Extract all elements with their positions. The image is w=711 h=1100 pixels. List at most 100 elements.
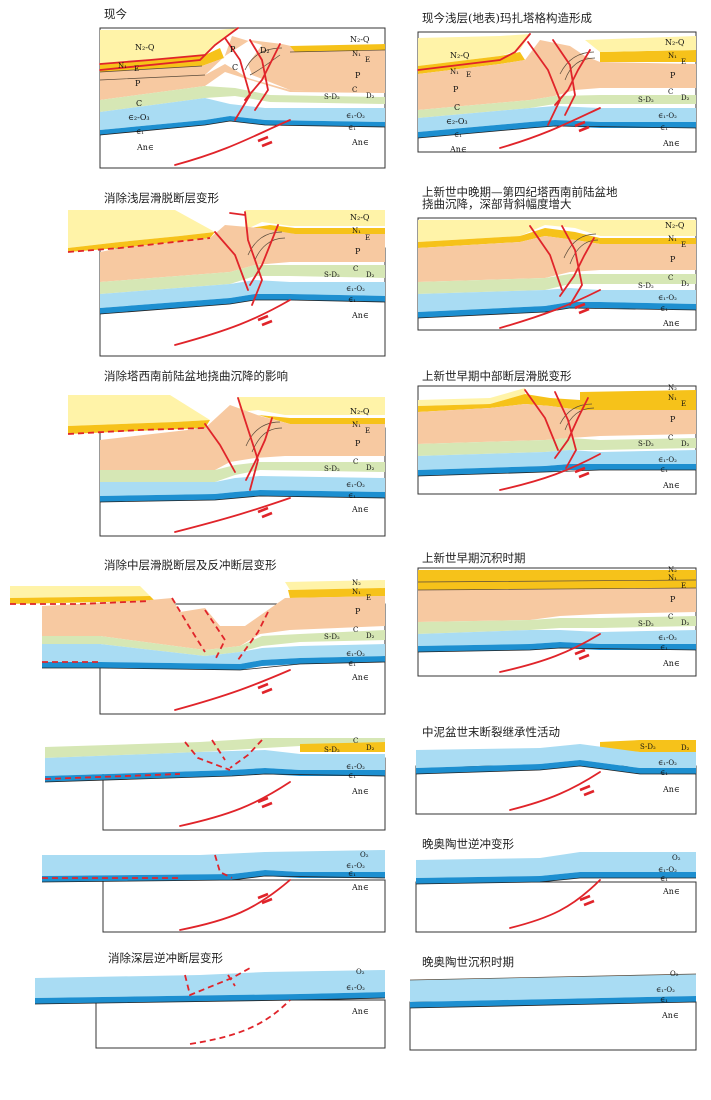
r2-lab-9: An∈ [662, 481, 680, 490]
panel-r4: 中泥盆世末断裂继承性活动 S-D₂ D₂ ∈₁-O₂ ∈₁ An∈ [415, 725, 697, 815]
r5-lab-0: O₂ [672, 854, 681, 862]
panel-r4-title: 中泥盆世末断裂继承性活动 [422, 725, 560, 739]
r0-lab-15: ∈₁-O₂ [658, 112, 677, 120]
r0-lab-12: S-D₂ [638, 96, 654, 104]
r6-lab-2: ∈₁ [660, 996, 668, 1004]
l2-lab-5: C [353, 458, 358, 466]
l3-lab-6: D₂ [366, 632, 375, 640]
l4-lab-2: D₂ [366, 744, 375, 752]
r2-lab-0: N₂ [668, 384, 677, 392]
l0-lab-17: D₂ [366, 92, 375, 100]
l2-lab-2: E [365, 427, 370, 435]
l0-lab-16: C [352, 86, 357, 94]
l2-lab-7: ∈₁-O₂ [346, 481, 365, 489]
r0-lab-2: E [466, 71, 471, 79]
r4-lab-2: ∈₁-O₂ [658, 759, 677, 767]
r0-lab-17: An∈ [662, 139, 680, 148]
l1-lab-8: ∈₁ [348, 296, 356, 304]
r2-lab-4: S-D₂ [638, 440, 654, 448]
l0-lab-20: An∈ [351, 138, 369, 147]
panel-l3-title: 消除中层滑脱断层及反冲断层变形 [104, 558, 277, 572]
panel-l1: 消除浅层滑脱断层变形 N₂-Q N₁ E P S-D₂ C D₂ ∈₁-O₂ ∈… [67, 191, 386, 357]
r0-lab-8: N₂-Q [665, 38, 685, 47]
l3-lab-1: N₁ [352, 588, 361, 596]
l0-lab-14: P [355, 71, 361, 80]
panel-r3-title: 上新世早期沉积时期 [422, 551, 526, 565]
l1-lab-0: N₂-Q [350, 213, 370, 222]
r3-lab-7: ∈₁-O₂ [658, 634, 677, 642]
panel-r0-title: 现今浅层(地表)玛扎塔格构造形成 [422, 11, 592, 25]
r2-lab-1: N₁ [668, 394, 677, 402]
l2-lab-1: N₁ [352, 421, 361, 429]
r0-lab-4: C [454, 103, 460, 112]
panel-l6-frame [95, 999, 386, 1049]
r4-lab-4: An∈ [662, 785, 680, 794]
panel-l6: 消除深层逆冲断层变形 O₂ ∈₁-O₂ An∈ [34, 951, 386, 1049]
r1-lab-4: S-D₂ [638, 282, 654, 290]
r0-lab-14: D₂ [681, 94, 690, 102]
l0-lab-3: P [135, 79, 141, 88]
l1-lab-1: N₁ [352, 227, 361, 235]
l3-lab-5: C [353, 626, 358, 634]
l4-lab-0: C [353, 737, 358, 745]
panel-r5-frame [415, 881, 697, 933]
l3-lab-0: N₂ [352, 579, 361, 587]
r1-lab-6: D₂ [681, 280, 690, 288]
l1-lab-7: ∈₁-O₂ [346, 285, 365, 293]
r5-lab-3: An∈ [662, 887, 680, 896]
l0-lab-4: C [136, 99, 142, 108]
r6-lab-3: An∈ [661, 1011, 679, 1020]
panel-r6-title: 晚奥陶世沉积时期 [422, 955, 514, 969]
l3-lab-3: P [355, 607, 361, 616]
r2-lab-5: C [668, 434, 673, 442]
panel-r6-frame [409, 1001, 697, 1051]
r3-lab-2: E [681, 582, 686, 590]
l0-lab-18: ∈₁-O₂ [346, 112, 365, 120]
l0-lab-13: E [365, 56, 370, 64]
l3-lab-7: ∈₁-O₂ [346, 650, 365, 658]
l1-lab-9: An∈ [351, 311, 369, 320]
r3-lab-5: C [668, 613, 673, 621]
r1-lab-1: N₁ [668, 235, 677, 243]
l6-lab-1: ∈₁-O₂ [346, 984, 365, 992]
l0-lab-9: C [232, 63, 238, 72]
l3-lab-9: An∈ [351, 673, 369, 682]
r3-lab-8: ∈₁ [660, 644, 668, 652]
r0-lab-7: An∈ [449, 145, 467, 154]
panel-r1-title2: 挠曲沉降，深部背斜幅度增大 [422, 197, 572, 211]
l2-lab-6: D₂ [366, 464, 375, 472]
r0-lab-10: E [681, 58, 686, 66]
r1-lab-0: N₂-Q [665, 221, 685, 230]
l2-lab-3: P [355, 439, 361, 448]
panel-l5-frame [102, 879, 386, 933]
r1-lab-3: P [670, 255, 676, 264]
l4-lab-5: An∈ [351, 787, 369, 796]
panel-r2-title: 上新世早期中部断层滑脱变形 [422, 369, 572, 383]
l0-lab-1: N₁ [118, 62, 127, 70]
panel-l0: 现今 N₂-Q N₁ E P C ∈₂-O₃ ∈₁ An∈ P C D₂ N₂-… [99, 7, 386, 169]
panel-r5: 晚奥陶世逆冲变形 O₂ ∈₁-O₂ ∈₁ An∈ [415, 837, 697, 933]
l6-lab-0: O₂ [356, 968, 365, 976]
r0-lab-11: P [670, 71, 676, 80]
l1-lab-6: D₂ [366, 271, 375, 279]
l4-lab-1: S-D₂ [324, 746, 340, 754]
panel-l2: 消除塔西南前陆盆地挠曲沉降的影响 N₂-Q N₁ E P S-D₂ C D₂ ∈… [67, 369, 386, 537]
l4-lab-3: ∈₁-O₂ [346, 763, 365, 771]
l0-lab-19: ∈₁ [348, 124, 356, 132]
r0-lab-5: ∈₂-O₃ [446, 117, 468, 126]
panel-r1-title: 上新世中晚期—第四纪塔西南前陆盆地 [422, 185, 618, 199]
l0-lab-11: N₂-Q [350, 35, 370, 44]
r3-lab-1: N₁ [668, 574, 677, 582]
r4-lab-0: S-D₂ [640, 743, 656, 751]
r3-lab-3: P [670, 595, 676, 604]
l0-lab-8: P [230, 45, 236, 54]
panel-r6: 晚奥陶世沉积时期 O₂ ∈₁-O₂ ∈₁ An∈ [409, 955, 697, 1051]
r3-lab-6: D₂ [681, 619, 690, 627]
r0-lab-0: N₂-Q [450, 51, 470, 60]
r1-lab-9: An∈ [662, 319, 680, 328]
l0-lab-5: ∈₂-O₃ [128, 113, 150, 122]
r2-lab-3: P [670, 415, 676, 424]
panel-l4: C S-D₂ D₂ ∈₁-O₂ ∈₁ An∈ [44, 737, 386, 831]
panel-r1: 上新世中晚期—第四纪塔西南前陆盆地 挠曲沉降，深部背斜幅度增大 N₂-Q N₁ … [417, 185, 697, 331]
